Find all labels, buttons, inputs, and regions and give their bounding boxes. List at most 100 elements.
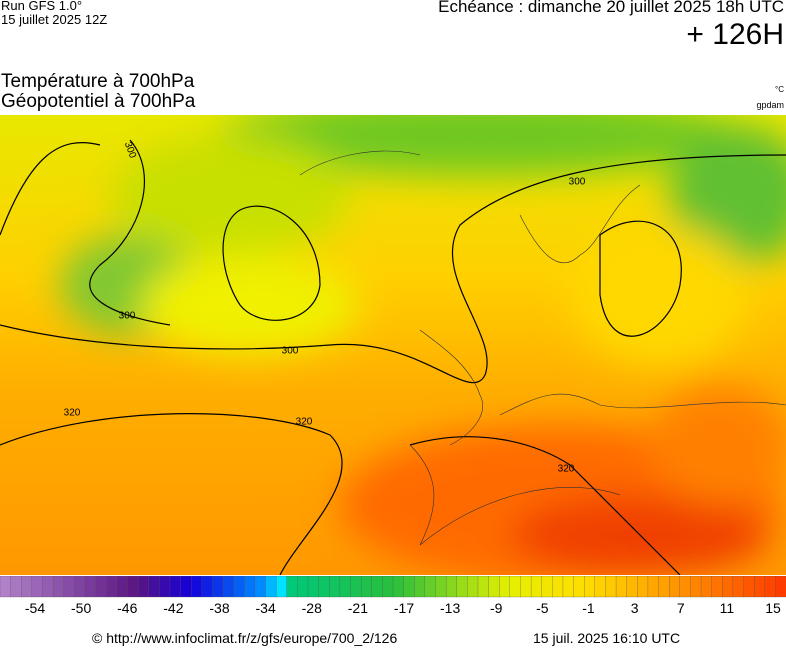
color-swatch <box>371 576 383 598</box>
color-swatch <box>169 576 182 598</box>
geopotential-contours <box>0 139 786 575</box>
legend-tick-label: 3 <box>631 600 639 616</box>
color-swatch <box>626 576 638 598</box>
forecast-time: Echéance : dimanche 20 juillet 2025 18h … <box>438 0 784 16</box>
legend-tick-label: -38 <box>209 600 229 616</box>
color-swatch <box>573 576 585 598</box>
color-swatch <box>382 576 394 598</box>
color-swatch <box>286 576 298 598</box>
color-swatch <box>116 576 128 598</box>
color-swatch <box>499 576 511 598</box>
legend: -54 -50 -46 -42 -38 -34 -28 -21 -17 -13 -9 -5 -1 3 7 11… <box>0 576 786 616</box>
legend-tick-label: -1 <box>582 600 595 616</box>
legend-tick-label: -17 <box>394 600 414 616</box>
color-swatch <box>318 576 330 598</box>
run-label: Run GFS 1.0° <box>1 0 83 13</box>
color-swatch <box>21 576 33 598</box>
color-swatch <box>106 576 118 598</box>
timestamp: 15 juil. 2025 16:10 UTC <box>533 630 681 646</box>
color-swatch <box>42 576 54 598</box>
color-swatch <box>530 576 543 598</box>
legend-tick-label: -34 <box>256 600 276 616</box>
color-swatch <box>711 576 723 598</box>
color-swatch <box>509 576 521 598</box>
color-swatch <box>403 576 415 598</box>
color-swatch <box>700 576 713 598</box>
unit: gpdam <box>756 100 784 110</box>
color-swatch <box>520 576 532 598</box>
color-swatch <box>637 576 649 598</box>
coastlines <box>299 150 786 546</box>
color-swatch <box>233 576 245 598</box>
contour-label: 320 <box>296 417 313 428</box>
color-swatch <box>360 576 373 598</box>
contour-label: 300 <box>569 177 586 188</box>
color-swatch <box>732 576 744 598</box>
color-swatch <box>690 576 702 598</box>
contour-label: 320 <box>64 408 81 419</box>
color-swatch <box>265 576 277 598</box>
color-swatch <box>647 576 659 598</box>
unit: °C <box>775 85 784 94</box>
color-swatch <box>658 576 670 598</box>
color-swatch <box>584 576 596 598</box>
color-swatch <box>276 576 288 598</box>
color-swatch <box>52 576 65 598</box>
color-swatch <box>201 576 213 598</box>
color-swatch <box>488 576 500 598</box>
color-swatch <box>350 576 362 598</box>
legend-tick-label: 15 <box>765 600 781 616</box>
color-swatch <box>594 576 606 598</box>
legend-tick-label: -54 <box>25 600 45 616</box>
color-swatch <box>764 576 776 598</box>
legend-tick-label: -5 <box>536 600 549 616</box>
color-swatch <box>615 576 628 598</box>
color-swatch <box>467 576 479 598</box>
color-swatch <box>95 576 107 598</box>
color-swatch <box>10 576 22 598</box>
contour-label: 320 <box>558 464 575 475</box>
color-swatch <box>392 576 405 598</box>
legend-tick-label: 7 <box>677 600 685 616</box>
color-swatch <box>74 576 86 598</box>
color-swatch <box>743 576 755 598</box>
legend-tick-label: -9 <box>490 600 503 616</box>
color-swatch <box>477 576 490 598</box>
color-swatch <box>669 576 681 598</box>
color-swatch <box>562 576 575 598</box>
color-swatch <box>191 576 203 598</box>
color-swatch <box>0 576 12 598</box>
run-date: 15 juillet 2025 12Z <box>1 12 108 27</box>
source-url: © http://www.infoclimat.fr/z/gfs/europe/… <box>92 630 398 646</box>
color-swatch <box>137 576 150 598</box>
color-swatch <box>127 576 139 598</box>
color-swatch <box>753 576 766 598</box>
lead-time: + 126H <box>686 18 784 51</box>
color-swatch <box>31 576 43 598</box>
legend-tick-label: -13 <box>440 600 460 616</box>
legend-tick-label: -28 <box>302 600 322 616</box>
color-swatch <box>456 576 468 598</box>
title: Température à 700hPa <box>1 71 195 92</box>
color-swatch <box>722 576 734 598</box>
color-swatch <box>775 576 786 598</box>
color-swatch <box>63 576 75 598</box>
color-swatch <box>414 576 426 598</box>
legend-tick-label: -46 <box>117 600 137 616</box>
color-swatch <box>84 576 97 598</box>
legend-tick-label: -50 <box>71 600 91 616</box>
color-swatch <box>552 576 564 598</box>
color-swatch <box>180 576 192 598</box>
color-swatch <box>212 576 224 598</box>
color-swatch <box>605 576 617 598</box>
color-swatch <box>445 576 458 598</box>
color-swatch <box>254 576 266 598</box>
color-swatch <box>435 576 447 598</box>
legend-tick-label: -42 <box>163 600 183 616</box>
color-swatch <box>244 576 256 598</box>
contour-label: 300 <box>119 311 136 322</box>
legend-tick-label: 11 <box>720 600 735 616</box>
color-swatch <box>541 576 553 598</box>
